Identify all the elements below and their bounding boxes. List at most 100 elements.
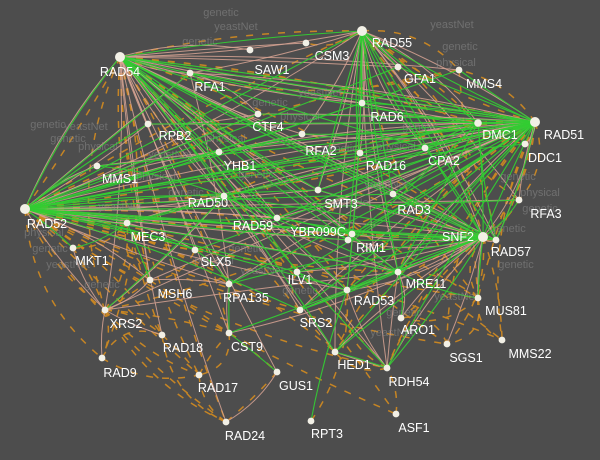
graph-edge-yeastnet[interactable] [359, 122, 479, 154]
graph-node-rdh54[interactable] [383, 364, 391, 372]
graph-edge-yeastnet[interactable] [24, 143, 526, 210]
graph-edge-genetic[interactable] [161, 334, 227, 423]
graph-edge-physical[interactable] [361, 30, 399, 273]
graph-node-rad9[interactable] [98, 354, 106, 362]
graph-node-xrs2[interactable] [101, 306, 109, 314]
graph-edge-physical[interactable] [104, 279, 151, 311]
graph-edge-physical[interactable] [518, 121, 536, 201]
graph-edge-physical[interactable] [119, 56, 363, 104]
graph-edge-yeastnet[interactable] [310, 289, 348, 422]
graph-edge-genetic[interactable] [198, 332, 231, 376]
graph-edge-physical[interactable] [257, 113, 536, 123]
graph-edge-genetic[interactable] [119, 56, 497, 241]
graph-edge-yeastnet[interactable] [126, 222, 151, 281]
graph-edge-genetic[interactable] [24, 208, 163, 336]
graph-edge-genetic[interactable] [104, 309, 227, 423]
graph-edge-yeastnet[interactable] [119, 56, 278, 219]
graph-edge-physical[interactable] [119, 56, 479, 124]
graph-edge-yeastnet[interactable] [334, 236, 484, 353]
graph-edge-yeastnet[interactable] [361, 30, 479, 124]
graph-edge-genetic[interactable] [101, 330, 163, 359]
graph-edge-genetic[interactable] [24, 208, 103, 359]
graph-edge-yeastnet[interactable] [228, 332, 278, 373]
graph-edge-yeastnet[interactable] [119, 56, 336, 353]
graph-edge-yeastnet[interactable] [24, 208, 128, 224]
graph-node-smt3[interactable] [314, 186, 322, 194]
graph-edge-physical[interactable] [119, 56, 230, 285]
graph-edge-yeastnet[interactable] [218, 133, 303, 153]
graph-edge-yeastnet[interactable] [276, 217, 353, 235]
graph-edge-physical[interactable] [334, 236, 484, 353]
graph-edge-yeastnet[interactable] [24, 123, 149, 210]
graph-edge-yeastnet[interactable] [119, 56, 479, 124]
graph-edge-physical[interactable] [104, 309, 163, 336]
graph-edge-physical[interactable] [24, 208, 106, 311]
graph-edge-genetic[interactable] [198, 374, 227, 423]
graph-node-gfa1[interactable] [394, 63, 402, 71]
graph-node-rfa1[interactable] [186, 69, 194, 77]
graph-edge-genetic[interactable] [458, 69, 536, 123]
graph-node-rpt3[interactable] [307, 417, 315, 425]
graph-edge-yeastnet[interactable] [346, 236, 484, 291]
graph-node-asf1[interactable] [392, 410, 400, 418]
graph-edge-physical[interactable] [72, 247, 106, 311]
graph-edge-genetic[interactable] [223, 121, 536, 197]
graph-edge-genetic[interactable] [361, 30, 497, 241]
graph-edge-yeastnet[interactable] [223, 121, 536, 197]
graph-edge-yeastnet[interactable] [24, 208, 74, 249]
graph-edge-genetic[interactable] [361, 30, 479, 299]
graph-edge-physical[interactable] [24, 208, 151, 281]
graph-edge-yeastnet[interactable] [397, 122, 479, 273]
graph-edge-physical[interactable] [119, 42, 307, 58]
graph-edge-genetic[interactable] [497, 121, 536, 341]
graph-node-rad16[interactable] [356, 149, 364, 157]
graph-edge-yeastnet[interactable] [355, 30, 363, 154]
graph-edge-genetic[interactable] [446, 297, 480, 345]
graph-edge-yeastnet[interactable] [495, 121, 536, 241]
graph-node-rad17[interactable] [195, 371, 203, 379]
graph-edge-genetic[interactable] [310, 289, 349, 422]
graph-edge-yeastnet[interactable] [228, 236, 484, 285]
graph-edge-yeastnet[interactable] [72, 222, 128, 249]
graph-edge-genetic[interactable] [344, 289, 388, 369]
graph-edge-yeastnet[interactable] [119, 56, 298, 273]
graph-edge-yeastnet[interactable] [228, 121, 536, 285]
graph-edge-yeastnet[interactable] [424, 122, 479, 149]
graph-node-cst9[interactable] [225, 329, 233, 337]
graph-edge-yeastnet[interactable] [147, 121, 536, 125]
graph-edge-yeastnet[interactable] [361, 30, 394, 195]
graph-edge-yeastnet[interactable] [119, 56, 536, 123]
graph-edge-physical[interactable] [361, 30, 388, 369]
graph-edge-yeastnet[interactable] [24, 208, 298, 273]
graph-edge-yeastnet[interactable] [24, 72, 191, 210]
graph-node-rpb2[interactable] [144, 120, 152, 128]
graph-edge-genetic[interactable] [24, 208, 230, 334]
graph-node-hed1[interactable] [331, 348, 339, 356]
graph-edge-yeastnet[interactable] [334, 351, 388, 369]
graph-edge-physical[interactable] [347, 236, 484, 249]
graph-edge-physical[interactable] [446, 236, 484, 345]
graph-edge-yeastnet[interactable] [361, 30, 536, 123]
graph-edge-physical[interactable] [361, 30, 426, 149]
graph-node-dmc1[interactable] [474, 119, 482, 127]
graph-edge-genetic[interactable] [104, 309, 230, 334]
graph-edge-genetic[interactable] [119, 56, 227, 423]
graph-edge-yeastnet[interactable] [424, 147, 484, 238]
graph-node-rad18[interactable] [158, 331, 166, 339]
graph-edge-genetic[interactable] [101, 309, 110, 359]
graph-edge-yeastnet[interactable] [296, 236, 484, 273]
graph-edge-yeastnet[interactable] [24, 147, 426, 210]
graph-node-csm3[interactable] [302, 39, 310, 47]
graph-edge-physical[interactable] [119, 56, 278, 373]
graph-edge-physical[interactable] [104, 121, 536, 311]
graph-edge-physical[interactable] [24, 208, 230, 285]
graph-edge-yeastnet[interactable] [223, 195, 278, 219]
graph-edge-genetic[interactable] [161, 334, 200, 376]
graph-edge-genetic[interactable] [72, 222, 128, 249]
graph-node-yhb1[interactable] [215, 148, 223, 156]
graph-edge-yeastnet[interactable] [361, 30, 399, 273]
graph-node-mms4[interactable] [455, 66, 463, 74]
graph-node-ddc1[interactable] [521, 140, 529, 148]
graph-node-mms22[interactable] [498, 336, 506, 344]
graph-edge-yeastnet[interactable] [24, 208, 349, 241]
